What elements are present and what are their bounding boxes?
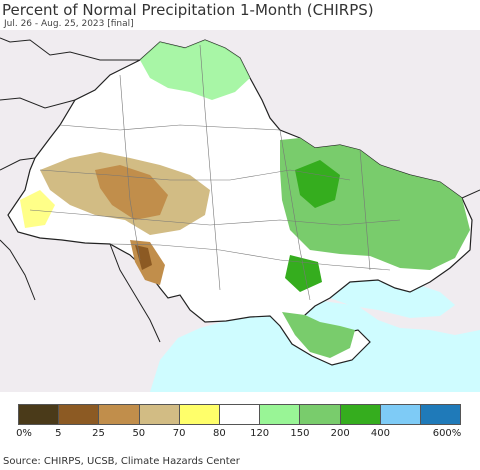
- precipitation-map: [0, 30, 480, 392]
- legend-tick-label: 70: [172, 428, 186, 439]
- oblast-boundaries: [29, 44, 401, 301]
- legend-swatch: [179, 405, 220, 424]
- zone-wet-crimea: [282, 312, 355, 358]
- legend-tick-label: 120: [250, 428, 270, 439]
- zone-normal-dry-west: [20, 190, 55, 228]
- color-legend: [18, 404, 461, 425]
- legend-tick-label: 50: [132, 428, 146, 439]
- map-title: Percent of Normal Precipitation 1-Month …: [2, 1, 374, 19]
- legend-swatch: [380, 405, 421, 424]
- legend-tick-label: 80: [212, 428, 226, 439]
- legend-tick-label: 600%: [432, 428, 462, 439]
- sea-of-azov: [330, 278, 455, 318]
- legend-tick-label: 200: [330, 428, 350, 439]
- legend-swatch: [260, 405, 301, 424]
- precipitation-zones: [20, 40, 470, 358]
- zone-above-normal-north: [140, 40, 250, 100]
- country-borders: [0, 37, 480, 343]
- legend-ticks: 0% 5 25 50 70 80 120 150 200 400 600%: [0, 428, 480, 442]
- zone-wet-south: [285, 255, 322, 292]
- legend-swatch: [219, 405, 261, 424]
- source-credit: Source: CHIRPS, UCSB, Climate Hazards Ce…: [3, 456, 240, 467]
- legend-tick-label: 25: [92, 428, 105, 439]
- legend-swatch: [300, 405, 341, 424]
- legend-swatch: [139, 405, 180, 424]
- legend-swatch: [420, 405, 461, 424]
- zone-wet-core-east: [295, 160, 340, 208]
- legend-swatch: [19, 405, 60, 424]
- legend-swatch: [99, 405, 140, 424]
- legend-swatch: [340, 405, 381, 424]
- legend-tick-label: 400: [370, 428, 390, 439]
- legend-tick-label: 5: [55, 428, 62, 439]
- legend-tick-label: 150: [290, 428, 310, 439]
- zone-extreme-dry: [135, 245, 152, 270]
- zone-very-dry-core: [95, 165, 168, 220]
- date-range: Jul. 26 - Aug. 25, 2023 [final]: [4, 19, 134, 29]
- legend-tick-label: 0%: [16, 428, 32, 439]
- legend-swatch: [59, 405, 100, 424]
